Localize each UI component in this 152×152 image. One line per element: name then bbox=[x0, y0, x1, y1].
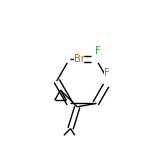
Text: F: F bbox=[104, 69, 110, 78]
Text: F: F bbox=[95, 46, 100, 56]
Text: Br: Br bbox=[74, 54, 84, 64]
